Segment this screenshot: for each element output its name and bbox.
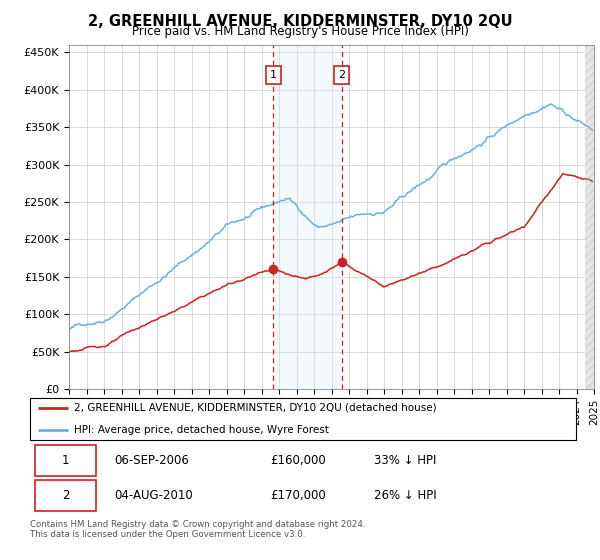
Text: 2, GREENHILL AVENUE, KIDDERMINSTER, DY10 2QU: 2, GREENHILL AVENUE, KIDDERMINSTER, DY10… — [88, 14, 512, 29]
Text: 06-SEP-2006: 06-SEP-2006 — [115, 454, 190, 467]
Bar — [35, 480, 95, 511]
Bar — [35, 445, 95, 476]
Text: Contains HM Land Registry data © Crown copyright and database right 2024.
This d: Contains HM Land Registry data © Crown c… — [30, 520, 365, 539]
Text: 26% ↓ HPI: 26% ↓ HPI — [374, 489, 437, 502]
Text: Price paid vs. HM Land Registry's House Price Index (HPI): Price paid vs. HM Land Registry's House … — [131, 25, 469, 38]
Text: 1: 1 — [62, 454, 69, 467]
Bar — [273, 45, 341, 389]
Text: 2: 2 — [62, 489, 69, 502]
Bar — [585, 45, 594, 389]
Text: £170,000: £170,000 — [270, 489, 326, 502]
Text: 1: 1 — [270, 70, 277, 80]
Bar — [585, 45, 594, 389]
Text: 2: 2 — [338, 70, 345, 80]
Text: HPI: Average price, detached house, Wyre Forest: HPI: Average price, detached house, Wyre… — [74, 424, 329, 435]
Text: £160,000: £160,000 — [270, 454, 326, 467]
Text: 04-AUG-2010: 04-AUG-2010 — [115, 489, 193, 502]
Text: 2, GREENHILL AVENUE, KIDDERMINSTER, DY10 2QU (detached house): 2, GREENHILL AVENUE, KIDDERMINSTER, DY10… — [74, 403, 436, 413]
Text: 33% ↓ HPI: 33% ↓ HPI — [374, 454, 436, 467]
